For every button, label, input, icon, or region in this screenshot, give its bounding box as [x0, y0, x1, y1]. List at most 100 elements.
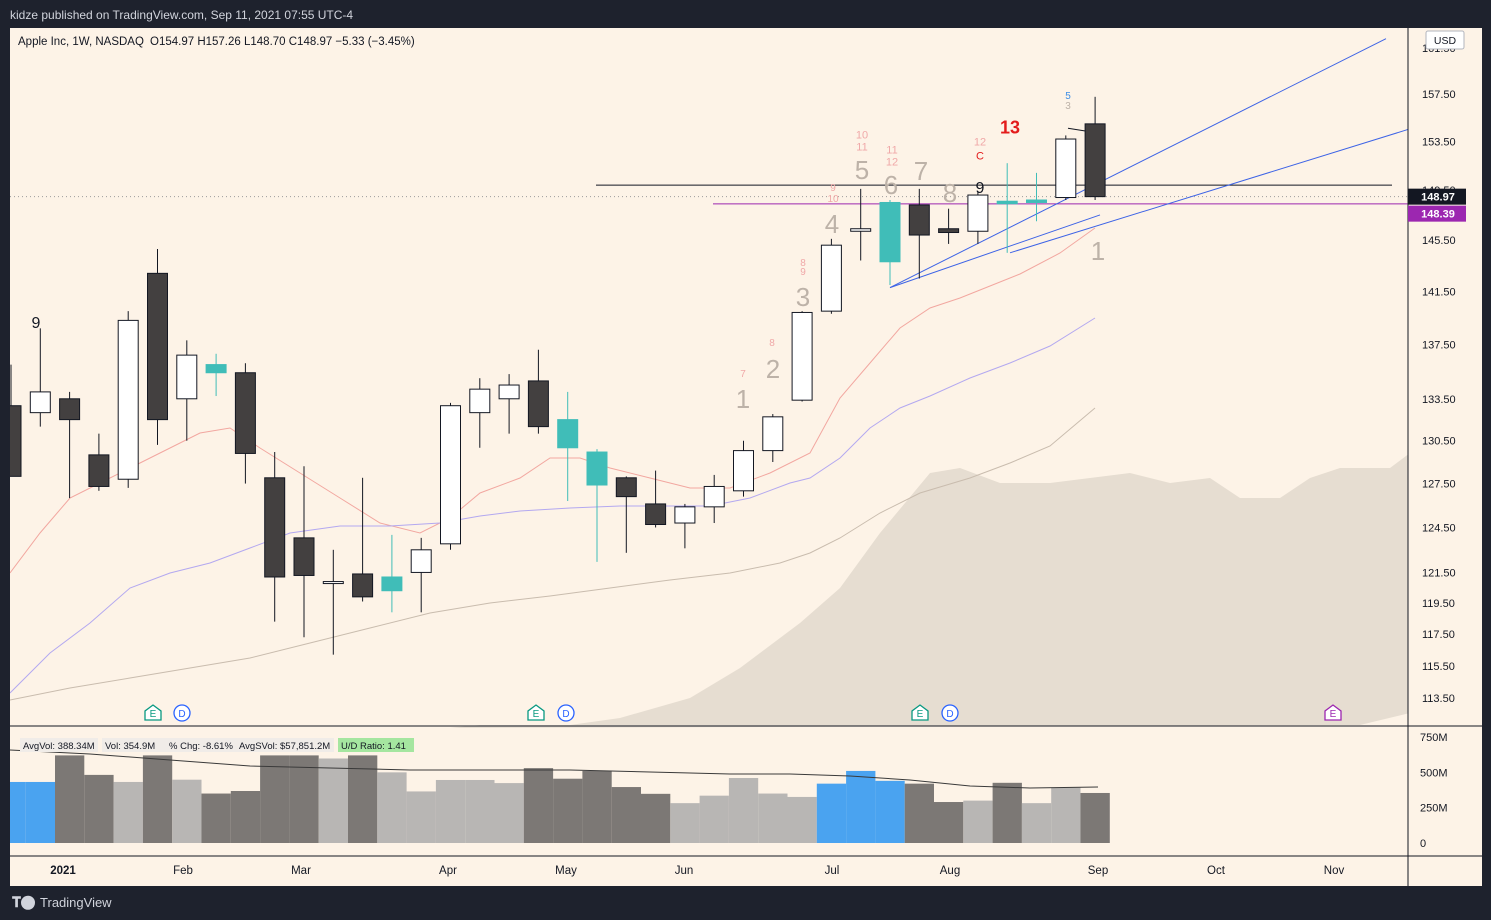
volume-bar[interactable]	[787, 796, 817, 843]
earnings-marker[interactable]: E	[144, 704, 162, 721]
candle[interactable]	[791, 311, 813, 402]
candle[interactable]	[908, 188, 930, 279]
candle-body	[440, 405, 461, 545]
candle[interactable]	[586, 449, 608, 562]
volume-bar[interactable]	[260, 755, 290, 843]
candle[interactable]	[820, 238, 842, 314]
volume-bar[interactable]	[611, 787, 641, 843]
volume-bar[interactable]	[465, 779, 495, 843]
candle[interactable]	[674, 503, 696, 549]
candle[interactable]	[410, 537, 432, 613]
last-price-label: 148.97	[1421, 192, 1455, 204]
volume-bar[interactable]	[963, 800, 993, 843]
price-scale[interactable]: 161.50157.50153.50149.50145.50141.50137.…	[1407, 28, 1482, 886]
candle[interactable]	[59, 391, 81, 499]
candle[interactable]	[996, 163, 1018, 253]
volume-bar[interactable]	[377, 772, 407, 843]
volume-bar[interactable]	[406, 791, 436, 843]
candle[interactable]	[147, 248, 168, 445]
volume-bar[interactable]	[1021, 803, 1052, 843]
dividend-marker[interactable]: D	[173, 704, 191, 722]
candle[interactable]	[176, 340, 198, 441]
candle[interactable]	[205, 353, 227, 397]
candle[interactable]	[117, 311, 139, 488]
volume-bar[interactable]	[1080, 792, 1110, 843]
volume-bar[interactable]	[992, 782, 1022, 843]
horizontal-levels[interactable]	[10, 184, 1408, 205]
volume-bar[interactable]	[494, 783, 524, 843]
volume-bar[interactable]	[142, 755, 173, 843]
candle[interactable]	[322, 549, 344, 655]
candle[interactable]	[498, 374, 520, 434]
volume-bar[interactable]	[816, 783, 847, 843]
volume-bar[interactable]	[699, 795, 729, 843]
candle[interactable]	[264, 452, 286, 622]
candle[interactable]	[967, 191, 989, 244]
volume-pane[interactable]	[0, 725, 1482, 843]
candle[interactable]	[762, 414, 784, 463]
candle[interactable]	[850, 188, 872, 261]
candle[interactable]	[0, 364, 22, 477]
candle[interactable]	[879, 199, 901, 285]
volume-bar[interactable]	[1051, 787, 1081, 843]
dividend-marker[interactable]: D	[557, 704, 575, 722]
candle[interactable]	[1026, 172, 1047, 222]
last-price-badge[interactable]	[1408, 188, 1466, 205]
candle[interactable]	[1055, 135, 1077, 200]
volume-bar[interactable]	[289, 755, 319, 843]
candle[interactable]	[527, 349, 549, 434]
volume-bar[interactable]	[230, 791, 261, 843]
candle[interactable]	[88, 433, 110, 491]
candle[interactable]	[352, 477, 374, 602]
candle[interactable]	[469, 378, 491, 448]
candle[interactable]	[615, 476, 637, 553]
candle[interactable]	[1084, 96, 1106, 200]
volume-bar[interactable]	[0, 781, 26, 843]
volume-bar[interactable]	[728, 778, 759, 843]
candle[interactable]	[381, 534, 403, 613]
dividend-marker[interactable]: D	[941, 704, 959, 722]
volume-bar[interactable]	[435, 779, 466, 843]
ma-price-badge[interactable]	[1408, 205, 1466, 222]
trendline-upper[interactable]	[889, 38, 1387, 289]
volume-bar[interactable]	[553, 778, 583, 843]
currency-button[interactable]	[1425, 30, 1465, 50]
volume-bar[interactable]	[582, 770, 612, 843]
volume-bar[interactable]	[25, 781, 55, 843]
volume-bar[interactable]	[113, 781, 143, 843]
volume-bar[interactable]	[84, 774, 114, 843]
trendline-base[interactable]	[889, 214, 1101, 289]
volume-bar[interactable]	[758, 793, 788, 843]
trendlines[interactable]	[889, 38, 1409, 289]
trendline-lower[interactable]	[1009, 128, 1409, 254]
volume-bar[interactable]	[55, 755, 85, 843]
candle[interactable]	[234, 363, 256, 484]
volume-bar[interactable]	[318, 758, 348, 843]
volume-bar[interactable]	[172, 779, 202, 843]
volume-bar[interactable]	[846, 770, 876, 843]
volume-bar[interactable]	[641, 793, 671, 843]
tradingview-logo[interactable]: 𝐓⬤ TradingView	[12, 894, 112, 911]
earnings-marker[interactable]: E	[1324, 704, 1342, 721]
earnings-marker[interactable]: E	[527, 704, 545, 721]
candle[interactable]	[440, 402, 461, 550]
volume-bar[interactable]	[934, 802, 964, 843]
candle[interactable]	[733, 440, 754, 497]
candle[interactable]	[645, 470, 667, 528]
volume-bar[interactable]	[201, 793, 231, 843]
candle[interactable]	[557, 391, 579, 501]
volume-bar[interactable]	[348, 755, 378, 843]
earnings-marker[interactable]: E	[911, 704, 929, 721]
candle[interactable]	[938, 208, 960, 244]
volume-bar[interactable]	[523, 768, 554, 843]
volume-bar[interactable]	[875, 780, 905, 843]
candle[interactable]	[703, 474, 725, 524]
volume-bar[interactable]	[670, 803, 700, 843]
candle[interactable]	[29, 328, 51, 427]
candle[interactable]	[293, 466, 315, 638]
time-axis[interactable]: 2021 Feb Mar Apr May Jun Jul Aug Sep Oct Nov	[10, 855, 1482, 877]
volume-bar[interactable]	[904, 783, 934, 843]
